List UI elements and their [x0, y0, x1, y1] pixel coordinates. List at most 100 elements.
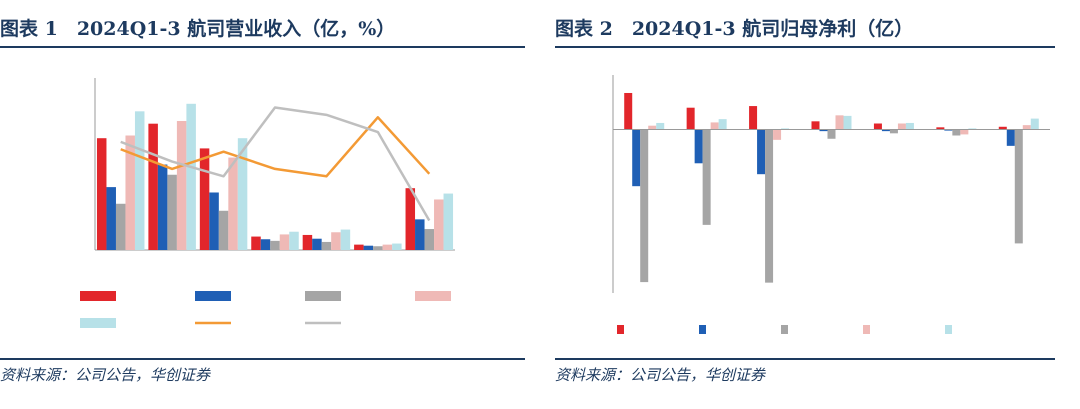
bar-2021q1-3: [106, 187, 116, 250]
revenue-chart: [80, 78, 455, 328]
series-2023q1-3: [125, 121, 444, 250]
legend-swatch: [195, 291, 231, 301]
bar-2023q1-3: [960, 129, 969, 135]
bar-2023q1-3: [648, 125, 657, 130]
series-2021q1-3: [632, 129, 1015, 187]
figure-2-panel: 图表 2 2024Q1-3 航司归母净利（亿） 资料来源：公司公告，华创证券: [555, 0, 1080, 409]
figure-1-title: 图表 1 2024Q1-3 航司营业收入（亿，%）: [0, 18, 396, 40]
bar-2024q1-3: [781, 128, 790, 130]
bar-2019q1-3: [148, 123, 158, 250]
bar-2021q1-3: [694, 129, 703, 164]
bar-2021q1-3: [312, 238, 322, 250]
figure-2-title-rule: [555, 46, 1055, 48]
bar-2019q1-3: [811, 121, 820, 130]
bar-2024q1-3: [968, 128, 977, 130]
legend-swatch: [415, 291, 451, 301]
bar-2022q1-3: [702, 129, 711, 225]
bar-2024q1-3: [656, 122, 665, 130]
bar-2019q1-3: [251, 236, 261, 250]
bar-2021q1-3: [363, 245, 374, 250]
series-2022q1-3: [640, 129, 1023, 283]
legend-swatch: [80, 291, 116, 301]
bar-2019q1-3: [873, 123, 882, 130]
legend-swatch: [781, 325, 788, 334]
bar-2024q1-3: [392, 243, 402, 250]
bar-2024q1-3: [443, 193, 454, 250]
series-2024q1-3: [656, 115, 1039, 130]
bar-2019q1-3: [199, 148, 210, 250]
bar-2022q1-3: [1014, 129, 1023, 244]
series-2023q1-3: [648, 115, 1031, 140]
series-2024q1-3: [134, 103, 454, 250]
figure-1-source: 资料来源：公司公告，华创证券: [0, 366, 211, 384]
bar-2023q1-3: [897, 123, 906, 130]
bar-2023q1-3: [434, 199, 444, 250]
bar-2023q1-3: [228, 157, 238, 250]
bar-2022q1-3: [167, 174, 177, 250]
bar-2021q1-3: [944, 129, 953, 131]
series-2019q1-3: [624, 92, 1007, 130]
bar-2023q1-3: [382, 244, 393, 250]
legend-swatch: [305, 291, 341, 301]
bar-2019q1-3: [96, 138, 107, 250]
bar-2024q1-3: [843, 115, 852, 130]
figure-2-source: 资料来源：公司公告，华创证券: [555, 366, 766, 384]
bar-2021q1-3: [632, 129, 641, 187]
bar-2023q1-3: [331, 232, 341, 250]
bar-2022q1-3: [640, 129, 649, 283]
bar-2024q1-3: [905, 122, 914, 130]
bar-2022q1-3: [321, 241, 332, 250]
bar-2021q1-3: [881, 129, 890, 132]
legend-swatch: [945, 325, 952, 334]
line-24vs23: [120, 116, 431, 178]
bar-2019q1-3: [749, 106, 758, 130]
figure-1-panel: 图表 1 2024Q1-3 航司营业收入（亿，%） 资料来源：公司公告，华创证券: [0, 18, 525, 384]
bar-2023q1-3: [125, 135, 135, 250]
legend-swatch: [863, 325, 870, 334]
bar-2019q1-3: [998, 126, 1007, 130]
bar-2021q1-3: [157, 164, 168, 250]
legend: [80, 291, 451, 328]
bar-2023q1-3: [279, 234, 290, 250]
bar-2021q1-3: [819, 129, 828, 132]
legend-swatch: [80, 318, 116, 328]
series-2019q1-3: [96, 123, 416, 250]
bar-2023q1-3: [835, 115, 844, 130]
bar-2021q1-3: [415, 219, 425, 250]
bar-2021q1-3: [757, 129, 766, 175]
figure-1-bottom-rule: [0, 358, 525, 360]
bar-2022q1-3: [952, 129, 961, 136]
bar-2019q1-3: [624, 92, 633, 130]
bar-2023q1-3: [1022, 125, 1031, 130]
bar-2022q1-3: [424, 229, 435, 250]
bar-2022q1-3: [270, 240, 280, 250]
bar-2022q1-3: [373, 246, 383, 250]
bar-2024q1-3: [186, 103, 196, 250]
bar-2022q1-3: [827, 129, 836, 139]
bar-2023q1-3: [176, 121, 187, 250]
bar-2022q1-3: [115, 203, 126, 250]
line-24vs19: [120, 106, 431, 222]
bar-2021q1-3: [260, 239, 271, 250]
legend-swatch: [617, 325, 624, 334]
bar-2019q1-3: [354, 244, 364, 250]
figure-1-title-rule: [0, 46, 525, 48]
bar-2024q1-3: [237, 138, 248, 250]
bar-2023q1-3: [773, 129, 782, 140]
bar-2019q1-3: [936, 127, 945, 130]
bar-2022q1-3: [889, 129, 898, 134]
figure-2-bottom-rule: [555, 358, 1055, 360]
bar-2024q1-3: [340, 229, 351, 250]
figure-2-title: 图表 2 2024Q1-3 航司归母净利（亿）: [555, 18, 914, 40]
bar-2021q1-3: [209, 192, 219, 250]
bar-2024q1-3: [289, 231, 299, 250]
bar-2019q1-3: [405, 188, 416, 250]
legend: [617, 325, 952, 334]
bar-2024q1-3: [1030, 118, 1039, 130]
bar-2019q1-3: [302, 234, 313, 250]
bar-2021q1-3: [1006, 129, 1015, 146]
bar-2024q1-3: [134, 111, 145, 250]
bar-2022q1-3: [765, 129, 774, 283]
bar-2024q1-3: [718, 119, 727, 130]
legend-swatch: [699, 325, 706, 334]
